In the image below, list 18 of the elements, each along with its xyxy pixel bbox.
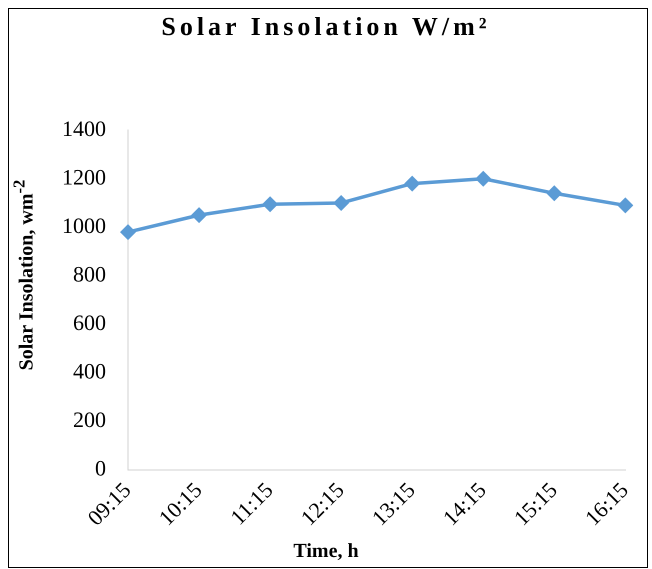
point <box>191 207 208 224</box>
y-tick-label: 1400 <box>62 116 106 141</box>
point <box>617 197 634 214</box>
y-tick-label: 1000 <box>62 213 106 238</box>
point <box>475 170 492 187</box>
point <box>333 194 350 211</box>
y-tick-label: 800 <box>73 262 106 287</box>
y-tick-label: 400 <box>73 358 106 384</box>
point <box>546 185 562 202</box>
y-tick-label: 1200 <box>62 164 106 190</box>
y-tick-label: 600 <box>73 310 106 336</box>
point <box>262 196 278 212</box>
point <box>120 224 136 240</box>
y-tick-label: 0 <box>95 456 106 481</box>
chart-title: Solar Insolation W/m² <box>160 12 492 42</box>
point <box>404 176 420 192</box>
x-axis-title: Time, h <box>292 540 360 563</box>
y-tick-label: 200 <box>73 407 106 432</box>
